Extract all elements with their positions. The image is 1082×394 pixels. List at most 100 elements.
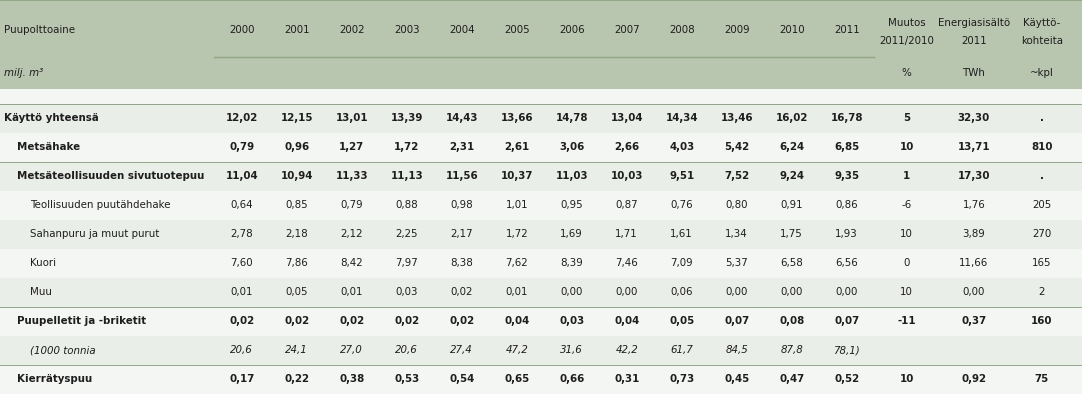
- Bar: [0, 249, 1082, 278]
- Text: 20,6: 20,6: [230, 346, 253, 355]
- Text: 2011: 2011: [834, 25, 859, 35]
- Text: 16,02: 16,02: [776, 113, 808, 123]
- Text: Puupolttoaine: Puupolttoaine: [4, 25, 76, 35]
- Text: 13,46: 13,46: [721, 113, 753, 123]
- Text: 7,97: 7,97: [395, 258, 418, 268]
- Text: 0,95: 0,95: [560, 200, 583, 210]
- Text: TWh: TWh: [962, 68, 986, 78]
- Text: 2001: 2001: [283, 25, 309, 35]
- Text: 1,72: 1,72: [505, 229, 528, 239]
- Text: 0,01: 0,01: [505, 287, 528, 297]
- Text: 7,62: 7,62: [505, 258, 528, 268]
- Text: 0,87: 0,87: [616, 200, 638, 210]
- Text: 7,52: 7,52: [724, 171, 750, 181]
- Text: Teollisuuden puutähdehake: Teollisuuden puutähdehake: [30, 200, 171, 210]
- Text: Energiasisältö: Energiasisältö: [938, 18, 1010, 28]
- Text: 0,98: 0,98: [450, 200, 473, 210]
- Text: 1,75: 1,75: [780, 229, 803, 239]
- Text: 9,24: 9,24: [779, 171, 804, 181]
- Text: 0,00: 0,00: [560, 287, 583, 297]
- Text: 0,01: 0,01: [230, 287, 253, 297]
- Text: ~kpl: ~kpl: [1030, 68, 1054, 78]
- Text: 2000: 2000: [229, 25, 254, 35]
- Text: 87,8: 87,8: [780, 346, 803, 355]
- Text: 0,00: 0,00: [616, 287, 638, 297]
- Text: 14,34: 14,34: [665, 113, 698, 123]
- Text: 2,61: 2,61: [504, 142, 529, 152]
- Text: 1: 1: [903, 171, 910, 181]
- Text: 7,09: 7,09: [671, 258, 694, 268]
- Bar: [0, 191, 1082, 220]
- Text: 2010: 2010: [779, 25, 805, 35]
- Text: .: .: [1040, 113, 1044, 123]
- Text: (1000 tonnia: (1000 tonnia: [30, 346, 96, 355]
- Text: 0,02: 0,02: [285, 316, 309, 326]
- Text: %: %: [901, 68, 912, 78]
- Text: 0,52: 0,52: [834, 374, 859, 385]
- Text: 3,89: 3,89: [962, 229, 986, 239]
- Text: 32,30: 32,30: [958, 113, 990, 123]
- Text: 0,66: 0,66: [559, 374, 584, 385]
- Text: 0,02: 0,02: [449, 316, 474, 326]
- Text: 0,45: 0,45: [724, 374, 750, 385]
- Text: 14,78: 14,78: [555, 113, 588, 123]
- Text: 0,53: 0,53: [394, 374, 420, 385]
- Text: 0,02: 0,02: [229, 316, 254, 326]
- Text: 0,79: 0,79: [229, 142, 254, 152]
- Text: 1,71: 1,71: [616, 229, 638, 239]
- Text: 2,12: 2,12: [341, 229, 362, 239]
- Text: 0,00: 0,00: [780, 287, 803, 297]
- Text: 0,47: 0,47: [779, 374, 804, 385]
- Bar: [0, 162, 1082, 191]
- Bar: [0, 104, 1082, 133]
- Text: 13,66: 13,66: [501, 113, 533, 123]
- Text: kohteita: kohteita: [1021, 36, 1063, 46]
- Text: 7,46: 7,46: [616, 258, 638, 268]
- Text: 9,35: 9,35: [834, 171, 859, 181]
- Bar: [0, 307, 1082, 336]
- Text: 6,58: 6,58: [780, 258, 803, 268]
- Text: 0,01: 0,01: [341, 287, 362, 297]
- Text: 42,2: 42,2: [616, 346, 638, 355]
- Text: 1,93: 1,93: [835, 229, 858, 239]
- Text: 0,88: 0,88: [395, 200, 418, 210]
- Text: Puupelletit ja -briketit: Puupelletit ja -briketit: [17, 316, 146, 326]
- Text: 0,03: 0,03: [559, 316, 584, 326]
- Text: -11: -11: [897, 316, 916, 326]
- Text: 0,31: 0,31: [615, 374, 639, 385]
- Text: 0,22: 0,22: [285, 374, 309, 385]
- Text: 8,39: 8,39: [560, 258, 583, 268]
- Text: 205: 205: [1032, 200, 1052, 210]
- Text: 11,56: 11,56: [446, 171, 478, 181]
- Text: 0,00: 0,00: [726, 287, 748, 297]
- Text: 2003: 2003: [394, 25, 420, 35]
- Text: 9,51: 9,51: [669, 171, 695, 181]
- Text: 1,76: 1,76: [962, 200, 986, 210]
- Bar: [0, 365, 1082, 394]
- Text: 8,42: 8,42: [341, 258, 364, 268]
- Bar: [0, 0, 1082, 89]
- Text: 10,03: 10,03: [610, 171, 643, 181]
- Text: 2,17: 2,17: [450, 229, 473, 239]
- Text: 0,17: 0,17: [229, 374, 254, 385]
- Text: Kierrätyspuu: Kierrätyspuu: [17, 374, 93, 385]
- Text: 0,00: 0,00: [963, 287, 985, 297]
- Bar: [0, 133, 1082, 162]
- Text: 0,08: 0,08: [779, 316, 804, 326]
- Text: 0,65: 0,65: [504, 374, 529, 385]
- Text: Metsähake: Metsähake: [17, 142, 80, 152]
- Text: 13,39: 13,39: [391, 113, 423, 123]
- Text: 1,69: 1,69: [560, 229, 583, 239]
- Text: 12,15: 12,15: [280, 113, 313, 123]
- Text: 13,01: 13,01: [335, 113, 368, 123]
- Text: 24,1: 24,1: [286, 346, 308, 355]
- Text: 0: 0: [903, 258, 910, 268]
- Text: 10: 10: [899, 142, 914, 152]
- Text: 11,04: 11,04: [225, 171, 258, 181]
- Text: 75: 75: [1034, 374, 1050, 385]
- Text: Metsäteollisuuden sivutuotepuu: Metsäteollisuuden sivutuotepuu: [17, 171, 204, 181]
- Text: 1,61: 1,61: [671, 229, 694, 239]
- Text: 0,05: 0,05: [669, 316, 695, 326]
- Text: 0,00: 0,00: [835, 287, 858, 297]
- Text: 0,02: 0,02: [339, 316, 365, 326]
